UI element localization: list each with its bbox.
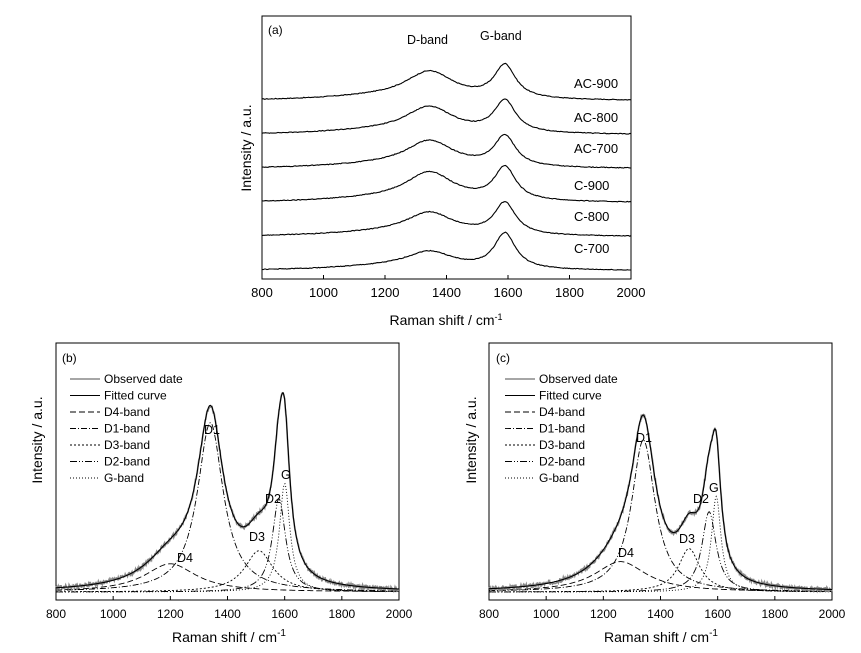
b-tick-label: 800: [46, 607, 66, 621]
panel-a-trace-label: AC-900: [574, 76, 618, 91]
panel-b-y-axis-label: Intensity / a.u.: [29, 396, 45, 483]
b-band-label-d3: D3: [249, 530, 265, 544]
c-legend-label: D1-band: [539, 422, 585, 436]
c-band-label-d3: D3: [679, 532, 695, 546]
panel-a-series-c-700: [261, 231, 631, 271]
c-band-d2-curve: [489, 511, 832, 593]
panel-c-curves: [488, 413, 833, 594]
b-band-d4-curve: [56, 563, 399, 592]
b-legend-label: D3-band: [104, 438, 150, 452]
c-legend-label: D2-band: [539, 455, 585, 469]
panel-c-legend: Observed date Fitted curve D4-band D1-band D…: [505, 372, 618, 485]
c-tick-label: 1600: [704, 607, 731, 621]
panel-a-trace-label: AC-800: [574, 110, 618, 125]
c-band-label-d4: D4: [618, 546, 634, 560]
b-tick-label: 1600: [271, 607, 298, 621]
c-band-g-curve: [489, 495, 832, 593]
c-band-label-d2: D2: [693, 492, 709, 506]
panel-a-x-axis-label: Raman shift / cm-1: [389, 312, 502, 328]
panel-c-y-axis-label: Intensity / a.u.: [463, 396, 479, 483]
b-band-label-g: G: [281, 468, 291, 482]
c-band-label-d1: D1: [636, 431, 652, 445]
panel-c-x-ticks: 800 1000 1200 1400 1600 1800 2000: [479, 596, 846, 621]
b-tick-label: 1800: [328, 607, 355, 621]
b-legend-label: D1-band: [104, 422, 150, 436]
panel-b-x-axis-label-main: Raman shift / cm: [172, 629, 277, 645]
panel-a-trace-label: C-700: [574, 241, 609, 256]
b-legend-label: D4-band: [104, 405, 150, 419]
c-tick-label: 800: [479, 607, 499, 621]
panel-c-x-axis-label-sup: -1: [709, 628, 718, 639]
b-legend-label: G-band: [104, 471, 144, 485]
b-band-label-d2: D2: [265, 492, 281, 506]
panel-a-series-ac-900: [261, 62, 632, 101]
panel-a-x-axis-label-main: Raman shift / cm: [389, 312, 494, 328]
panel-b-x-axis-label-sup: -1: [277, 628, 286, 639]
panel-a-y-axis-label: Intensity / a.u.: [238, 104, 254, 191]
panel-b-curves: [55, 391, 400, 594]
panel-a-tag: (a): [268, 23, 283, 37]
c-legend-label: D3-band: [539, 438, 585, 452]
panel-a-tick-label: 1600: [494, 285, 523, 300]
panel-b-tag: (b): [62, 351, 77, 365]
b-tick-label: 1200: [157, 607, 184, 621]
panel-a-trace-label: C-900: [574, 178, 609, 193]
panel-a-tick-label: 1800: [555, 285, 584, 300]
c-legend-label: D4-band: [539, 405, 585, 419]
c-tick-label: 2000: [819, 607, 846, 621]
panel-a-tick-label: 1400: [432, 285, 461, 300]
panel-a-tick-label: 1200: [371, 285, 400, 300]
panel-b-x-ticks: 800 1000 1200 1400 1600 1800 2000: [46, 596, 413, 621]
c-tick-label: 1200: [590, 607, 617, 621]
panel-a-trace-label: C-800: [574, 209, 609, 224]
c-tick-label: 1000: [533, 607, 560, 621]
c-tick-label: 1400: [647, 607, 674, 621]
panel-a: (a) AC-900 AC-800 AC-700 C-900 C-800 C-700 D-…: [238, 15, 645, 328]
b-legend-label: D2-band: [104, 455, 150, 469]
panel-a-series-c-900: [261, 164, 632, 203]
panel-a-tick-label: 2000: [617, 285, 646, 300]
panel-a-trace-labels: AC-900 AC-800 AC-700 C-900 C-800 C-700: [574, 76, 618, 256]
panel-b-band-labels: D4 D1 D3 D2G: [177, 423, 291, 565]
b-band-g-curve: [56, 482, 399, 593]
b-band-label-d4: D4: [177, 551, 193, 565]
panel-a-curves: [261, 62, 632, 271]
c-legend-label: Fitted curve: [539, 389, 602, 403]
c-legend-label: G-band: [539, 471, 579, 485]
panel-a-x-axis-label-sup: -1: [495, 312, 503, 322]
b-tick-label: 1000: [100, 607, 127, 621]
c-tick-label: 1800: [761, 607, 788, 621]
panel-a-tick-label: 800: [251, 285, 273, 300]
b-legend-label: Observed date: [104, 372, 183, 386]
panel-a-d-band-label: D-band: [407, 33, 448, 47]
panel-a-trace-label: AC-700: [574, 141, 618, 156]
b-band-label-d1: D1: [204, 423, 220, 437]
b-legend-label: Fitted curve: [104, 389, 167, 403]
panel-a-series-ac-700: [261, 133, 632, 169]
c-band-label-g: G: [709, 481, 719, 495]
panel-a-g-band-label: G-band: [480, 29, 522, 43]
panel-a-series-ac-800: [261, 98, 632, 135]
panel-b-x-axis-label: Raman shift / cm-1: [172, 628, 286, 645]
b-fitted-curve: [56, 392, 400, 590]
panel-a-series-c-800: [261, 201, 632, 237]
panel-c-tag: (c): [496, 351, 510, 365]
panel-c: (c) Observed date Fitted curve D4-band D1-b…: [463, 342, 846, 645]
c-fitted-curve: [489, 414, 832, 591]
panel-c-x-axis-label: Raman shift / cm-1: [604, 628, 718, 645]
panel-c-x-axis-label-main: Raman shift / cm: [604, 629, 709, 645]
b-band-d1-curve: [55, 422, 399, 592]
panel-a-x-ticks: 800 1000 1200 1400 1600 1800 2000: [251, 275, 645, 300]
b-tick-label: 2000: [386, 607, 413, 621]
panel-b: (b) Observed date Fitted curve D4-band D1-b…: [29, 342, 413, 645]
panel-c-band-labels: D4 D1 D3 D2G: [618, 431, 719, 560]
panel-b-legend: Observed date Fitted curve D4-band D1-band D…: [70, 372, 183, 485]
b-tick-label: 1400: [214, 607, 241, 621]
panel-a-tick-label: 1000: [309, 285, 338, 300]
c-legend-label: Observed date: [539, 372, 618, 386]
